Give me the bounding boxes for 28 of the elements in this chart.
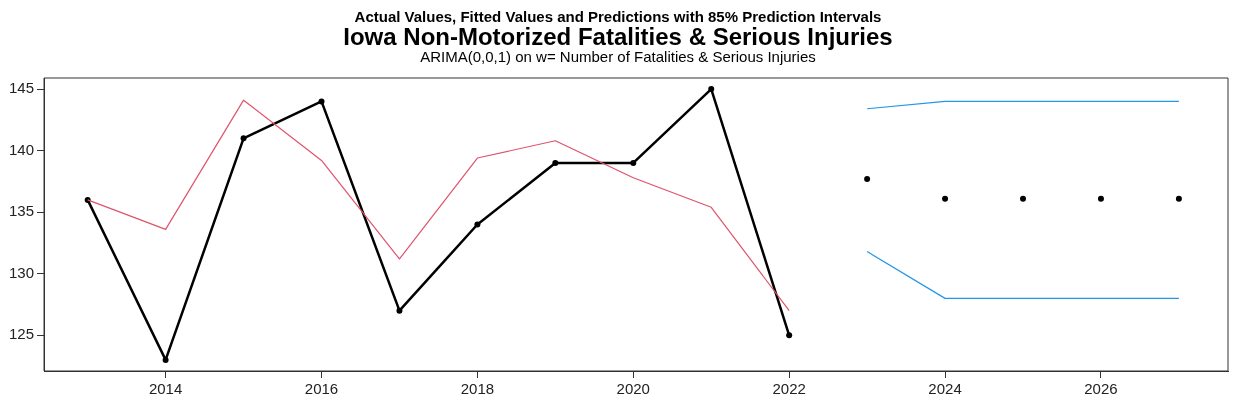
point: [1175, 195, 1182, 202]
y-tick-label: 140: [9, 140, 35, 158]
point: [474, 221, 481, 228]
text: Actual Values, Fitted Values and Predictions with 85% Prediction Intervals: [353, 7, 883, 25]
point: [162, 356, 169, 363]
point: [786, 332, 793, 339]
x-tick-label: 2022: [772, 380, 806, 398]
point: [864, 175, 871, 182]
y-tick-label: 125: [9, 325, 35, 343]
x-tick-label: 2014: [148, 380, 183, 398]
x-tick-label: 2016: [304, 380, 339, 398]
point: [318, 98, 325, 105]
x-tick-label: 2018: [460, 380, 495, 398]
x-tick-label: 2020: [616, 380, 650, 398]
point: [240, 135, 247, 142]
x-tick-label: 2026: [1084, 380, 1118, 398]
chart-subtitle: ARIMA(0,0,1) on w= Number of Fatalities & Serious Injuries: [419, 48, 816, 65]
y-tick-label: 135: [9, 202, 35, 220]
point: [630, 159, 637, 166]
point: [942, 195, 949, 202]
y-tick-label: 145: [9, 79, 35, 97]
point: [552, 159, 559, 166]
y-tick-label: 130: [9, 263, 35, 281]
point: [708, 86, 715, 93]
point: [1097, 195, 1104, 202]
x-tick-label: 2024: [928, 380, 962, 398]
point: [396, 307, 403, 314]
point: [1020, 195, 1027, 202]
